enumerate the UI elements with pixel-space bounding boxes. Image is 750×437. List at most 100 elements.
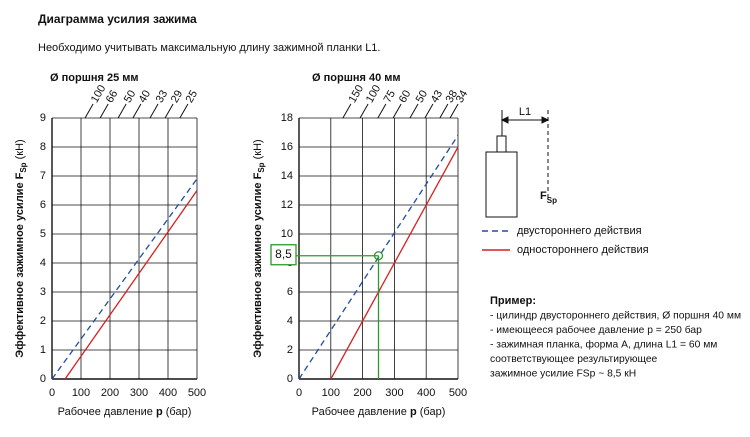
subtitle: Необходимо учитывать максимальную длину … (38, 42, 380, 54)
top-tick (449, 103, 459, 119)
top-tick-label: 40 (137, 88, 154, 105)
top-tick (377, 103, 387, 119)
annotation-label: 8,5 (275, 247, 292, 261)
x-tick-label: 100 (72, 387, 90, 399)
annotation-box (270, 244, 297, 266)
x-axis-label-part: p (156, 406, 163, 418)
x-tick-label: 100 (322, 387, 340, 399)
x-tick-label: 200 (101, 387, 119, 399)
top-tick (179, 103, 189, 119)
y-axis-label-part: Эффективное зажимное усилие F (252, 172, 264, 357)
top-tick-label: 33 (154, 88, 171, 105)
y-tick-label: 6 (40, 199, 46, 211)
x-tick-label: 500 (449, 387, 467, 399)
x-tick-label: 0 (296, 387, 302, 399)
y-axis-label-part: Sp (257, 162, 266, 172)
y-axis-label-part: (кН) (14, 139, 26, 162)
x-axis-label-part: Рабочее давление (58, 406, 156, 418)
y-tick-label: 4 (287, 315, 293, 327)
force-label-sub: Sp (547, 196, 557, 205)
x-axis-label-part: p (410, 406, 417, 418)
annotation-point (373, 251, 384, 261)
y-tick-label: 0 (287, 373, 293, 385)
y-tick-label: 4 (40, 257, 46, 269)
top-tick-label: 150 (347, 83, 367, 105)
y-axis-label-part: Sp (19, 162, 28, 172)
y-tick-label: 7 (40, 170, 46, 182)
x-tick-label: 200 (353, 387, 371, 399)
example-line: зажимное усилие FSp ~ 8,5 кН (490, 369, 636, 380)
cylinder-body (485, 151, 518, 218)
example-line: - имеющееся рабочее давление p = 250 бар (490, 324, 702, 336)
example-line: соответствующее результирующее (490, 354, 658, 365)
x-tick-label: 0 (49, 387, 55, 399)
data-line (51, 178, 198, 380)
x-tick-label: 300 (130, 387, 148, 399)
top-tick-label: 100 (364, 83, 384, 105)
y-tick-label: 10 (281, 228, 293, 240)
x-tick-label: 300 (385, 387, 403, 399)
top-tick-label: 43 (429, 88, 446, 105)
y-tick-label: 3 (40, 286, 46, 298)
y-axis-label-part: Эффективное зажимное усилие F (14, 172, 26, 357)
y-axis-label: Эффективное зажимное усилие FSp (кН) (252, 139, 266, 357)
dimension-arrows (500, 116, 550, 124)
top-tick-label: 75 (382, 88, 399, 105)
top-tick (117, 103, 127, 119)
top-tick (439, 103, 449, 119)
top-tick (164, 103, 174, 119)
x-tick-label: 500 (188, 387, 206, 399)
top-tick (392, 103, 402, 119)
cylinder-figure (485, 110, 550, 218)
top-tick (409, 103, 419, 119)
top-tick-label: 38 (444, 88, 461, 105)
y-tick-label: 2 (40, 315, 46, 327)
top-tick-label: 60 (397, 88, 414, 105)
top-tick-label: 25 (184, 88, 201, 105)
y-axis-label: Эффективное зажимное усилие FSp (кН) (14, 139, 28, 357)
x-axis-label: Рабочее давление p (бар) (312, 406, 446, 418)
top-tick (149, 103, 159, 119)
y-tick-label: 9 (40, 112, 46, 124)
legend-label: двустороннего действия (517, 225, 642, 237)
cylinder-rod (496, 135, 507, 153)
top-tick (84, 103, 94, 119)
top-tick-label: 50 (122, 88, 139, 105)
chart-title: Ø поршня 40 мм (312, 72, 401, 84)
x-axis-label-part: (бар) (417, 406, 446, 418)
legend-label: одностороннего действия (517, 244, 649, 256)
x-tick-label: 400 (159, 387, 177, 399)
top-tick-label: 29 (169, 88, 186, 105)
title: Диаграмма усилия зажима (38, 12, 197, 26)
x-tick-label: 400 (417, 387, 435, 399)
x-axis-label-part: Рабочее давление (312, 406, 410, 418)
x-axis-label-part: (бар) (163, 406, 192, 418)
x-axis-label: Рабочее давление p (бар) (58, 406, 192, 418)
top-tick-label: 34 (454, 88, 471, 105)
data-line (64, 190, 198, 380)
example-line: - зажимная планка, форма A, длина L1 = 6… (490, 339, 717, 351)
dimension-label: L1 (519, 106, 531, 118)
force-label: FSp (540, 190, 557, 205)
force-label-main: F (540, 190, 547, 202)
top-tick (132, 103, 142, 119)
y-tick-label: 14 (281, 170, 293, 182)
top-tick-label: 50 (414, 88, 431, 105)
top-tick-label: 66 (104, 88, 121, 105)
y-tick-label: 1 (40, 344, 46, 356)
chart-title: Ø поршня 25 мм (50, 72, 139, 84)
top-tick (342, 103, 352, 119)
data-line (330, 146, 459, 380)
y-tick-label: 18 (281, 112, 293, 124)
top-tick (359, 103, 369, 119)
top-tick (99, 103, 109, 119)
example-line: - цилиндр двустороннего действия, Ø порш… (490, 311, 741, 322)
example-title: Пример: (490, 295, 536, 307)
top-tick (424, 103, 434, 119)
y-tick-label: 16 (281, 141, 293, 153)
y-tick-label: 0 (40, 373, 46, 385)
y-tick-label: 2 (287, 344, 293, 356)
y-tick-label: 5 (40, 228, 46, 240)
y-tick-label: 8 (40, 141, 46, 153)
